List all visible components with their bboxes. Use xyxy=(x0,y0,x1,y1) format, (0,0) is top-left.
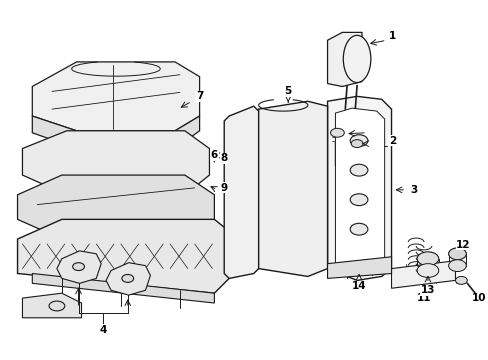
Ellipse shape xyxy=(416,264,438,278)
Ellipse shape xyxy=(349,135,367,147)
Ellipse shape xyxy=(416,252,438,266)
Text: 4: 4 xyxy=(99,325,107,334)
Polygon shape xyxy=(327,96,391,280)
Text: 5: 5 xyxy=(284,86,291,96)
Ellipse shape xyxy=(350,140,362,148)
Polygon shape xyxy=(32,62,199,131)
Text: 1: 1 xyxy=(388,31,395,41)
Ellipse shape xyxy=(349,194,367,206)
Text: 7: 7 xyxy=(196,91,203,102)
Polygon shape xyxy=(335,108,384,274)
Polygon shape xyxy=(18,219,239,293)
Polygon shape xyxy=(327,257,391,278)
Text: 6: 6 xyxy=(210,150,218,161)
Ellipse shape xyxy=(122,274,133,282)
Text: 9: 9 xyxy=(220,183,227,193)
Polygon shape xyxy=(57,251,101,283)
Text: 14: 14 xyxy=(351,281,366,291)
Polygon shape xyxy=(327,32,361,86)
Polygon shape xyxy=(391,261,454,288)
Polygon shape xyxy=(18,175,214,239)
Ellipse shape xyxy=(349,223,367,235)
Text: 11: 11 xyxy=(416,293,430,303)
Polygon shape xyxy=(22,293,81,318)
Polygon shape xyxy=(258,101,327,276)
Ellipse shape xyxy=(447,260,466,271)
Polygon shape xyxy=(32,116,199,149)
Text: 10: 10 xyxy=(471,293,486,303)
Polygon shape xyxy=(32,274,214,303)
Polygon shape xyxy=(22,131,209,195)
Ellipse shape xyxy=(454,276,467,284)
Text: 13: 13 xyxy=(420,285,434,295)
Ellipse shape xyxy=(330,128,344,137)
Text: 2: 2 xyxy=(388,136,395,146)
Ellipse shape xyxy=(73,263,84,271)
Text: 12: 12 xyxy=(455,240,469,250)
Polygon shape xyxy=(106,263,150,295)
Text: 8: 8 xyxy=(220,153,227,163)
Ellipse shape xyxy=(349,164,367,176)
Polygon shape xyxy=(224,106,258,278)
Ellipse shape xyxy=(447,248,466,260)
Ellipse shape xyxy=(49,301,64,311)
Ellipse shape xyxy=(343,35,370,82)
Text: 3: 3 xyxy=(410,185,417,195)
